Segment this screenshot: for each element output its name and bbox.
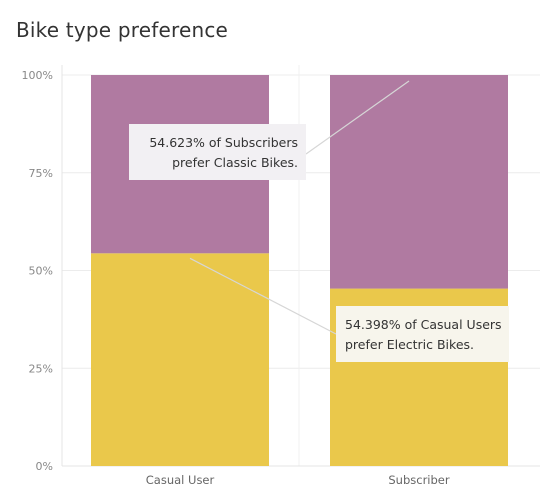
bar-subscriber-classic-bikes <box>330 75 508 289</box>
bar-casual-user-electric-bikes <box>91 253 269 466</box>
annotation-text: 54.398% of Casual Users <box>345 317 502 332</box>
x-tick-label: Subscriber <box>388 473 450 487</box>
x-tick-label: Casual User <box>146 473 215 487</box>
annotation-leader-line <box>189 257 337 335</box>
annotation-text: prefer Classic Bikes. <box>172 155 298 170</box>
y-tick-label: 50% <box>29 265 53 278</box>
y-tick-label: 0% <box>36 460 53 473</box>
annotation-box <box>336 306 509 362</box>
annotation-text: 54.623% of Subscribers <box>149 135 298 150</box>
annotation-text: prefer Electric Bikes. <box>345 337 474 352</box>
annotation-box <box>129 124 306 180</box>
y-tick-label: 25% <box>29 362 53 375</box>
y-tick-label: 75% <box>29 167 53 180</box>
annotation-leader-line <box>305 80 410 155</box>
chart-title: Bike type preference <box>16 18 229 42</box>
y-tick-label: 100% <box>22 69 53 82</box>
